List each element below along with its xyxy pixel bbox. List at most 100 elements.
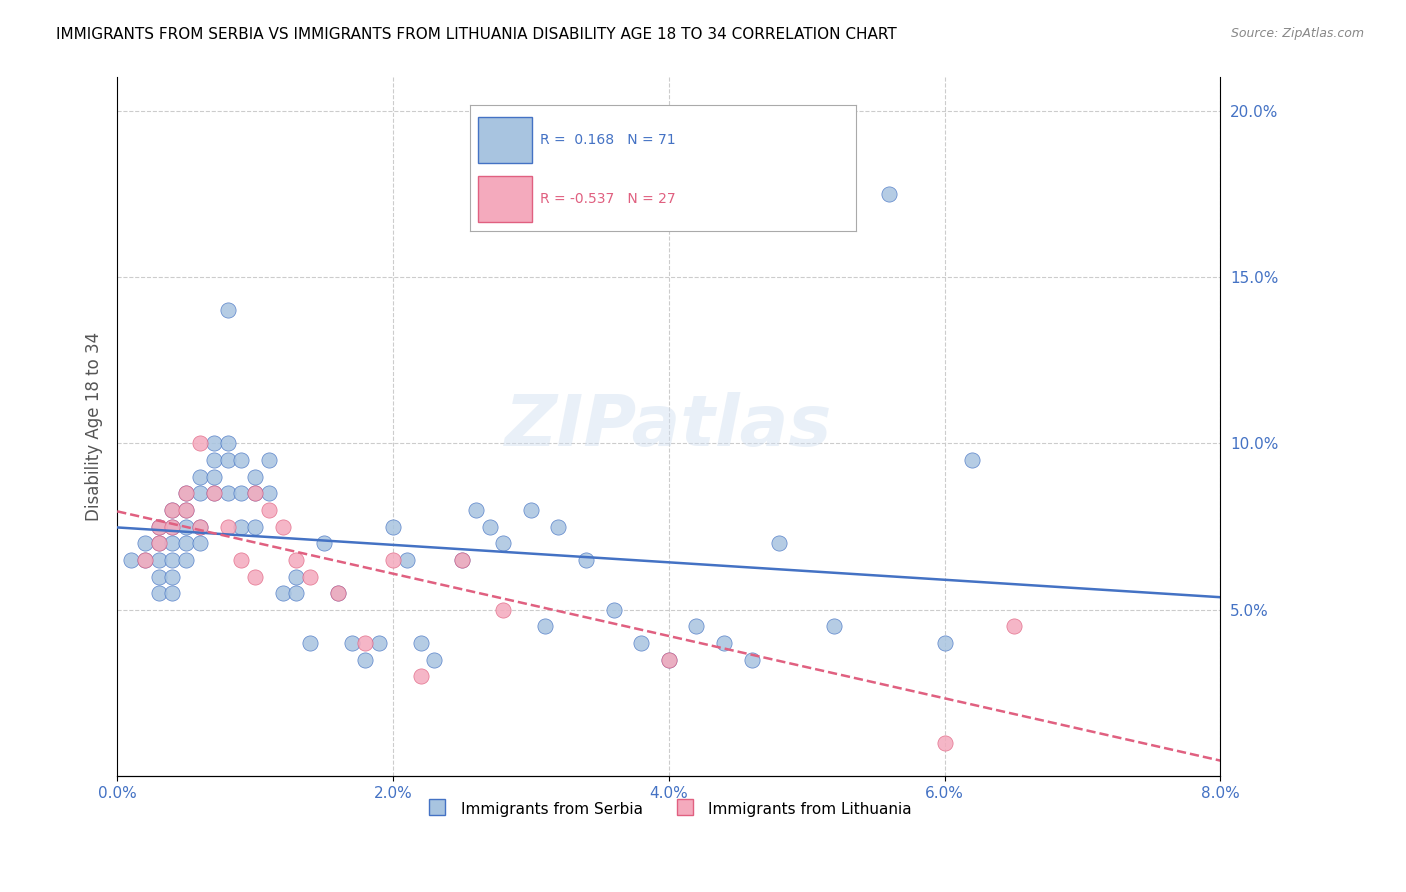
Point <box>174 486 197 500</box>
Point <box>960 453 983 467</box>
Point <box>575 553 598 567</box>
Point <box>299 569 322 583</box>
Point <box>174 486 197 500</box>
Point <box>162 519 184 533</box>
Point <box>174 503 197 517</box>
Point <box>492 603 515 617</box>
Point <box>368 636 391 650</box>
Point <box>217 486 239 500</box>
Point <box>243 519 266 533</box>
Point <box>741 653 763 667</box>
Point <box>768 536 790 550</box>
Point <box>174 519 197 533</box>
Text: Source: ZipAtlas.com: Source: ZipAtlas.com <box>1230 27 1364 40</box>
Point <box>120 553 142 567</box>
Point <box>148 553 170 567</box>
Point <box>630 636 652 650</box>
Point <box>243 569 266 583</box>
Point <box>217 436 239 450</box>
Point <box>188 536 211 550</box>
Point <box>382 519 405 533</box>
Point <box>188 519 211 533</box>
Point <box>382 553 405 567</box>
Point <box>492 536 515 550</box>
Point <box>202 436 225 450</box>
Point <box>409 636 432 650</box>
Point <box>934 736 956 750</box>
Point <box>326 586 349 600</box>
Point <box>148 519 170 533</box>
Point <box>257 503 280 517</box>
Point <box>231 453 253 467</box>
Point <box>312 536 335 550</box>
Point <box>520 503 543 517</box>
Point <box>658 653 681 667</box>
Point <box>162 503 184 517</box>
Point <box>202 453 225 467</box>
Point <box>451 553 474 567</box>
Point <box>134 553 156 567</box>
Point <box>243 486 266 500</box>
Point <box>547 519 569 533</box>
Point <box>423 653 446 667</box>
Point <box>217 453 239 467</box>
Point <box>148 519 170 533</box>
Point <box>354 653 377 667</box>
Point <box>188 436 211 450</box>
Point <box>162 519 184 533</box>
Point <box>464 503 486 517</box>
Point <box>451 553 474 567</box>
Point <box>162 503 184 517</box>
Point <box>478 519 501 533</box>
Y-axis label: Disability Age 18 to 34: Disability Age 18 to 34 <box>86 332 103 521</box>
Point <box>326 586 349 600</box>
Point <box>409 669 432 683</box>
Point <box>395 553 418 567</box>
Point <box>148 586 170 600</box>
Point <box>174 536 197 550</box>
Point <box>148 536 170 550</box>
Point <box>162 569 184 583</box>
Point <box>271 586 294 600</box>
Point <box>257 453 280 467</box>
Point <box>174 553 197 567</box>
Point <box>202 486 225 500</box>
Point <box>231 553 253 567</box>
Point <box>257 486 280 500</box>
Point <box>285 553 308 567</box>
Point <box>285 586 308 600</box>
Point <box>713 636 735 650</box>
Point <box>188 486 211 500</box>
Point <box>285 569 308 583</box>
Point <box>243 469 266 483</box>
Point <box>823 619 845 633</box>
Point <box>148 569 170 583</box>
Point <box>148 536 170 550</box>
Point <box>1002 619 1025 633</box>
Point <box>174 503 197 517</box>
Point <box>658 653 681 667</box>
Point <box>354 636 377 650</box>
Legend: Immigrants from Serbia, Immigrants from Lithuania: Immigrants from Serbia, Immigrants from … <box>419 794 918 824</box>
Point <box>271 519 294 533</box>
Point <box>934 636 956 650</box>
Point <box>533 619 555 633</box>
Point <box>879 186 901 201</box>
Point <box>243 486 266 500</box>
Point <box>202 486 225 500</box>
Point <box>162 536 184 550</box>
Point <box>188 519 211 533</box>
Point <box>340 636 363 650</box>
Point <box>299 636 322 650</box>
Point <box>162 553 184 567</box>
Point <box>231 486 253 500</box>
Point <box>231 519 253 533</box>
Point <box>217 519 239 533</box>
Text: ZIPatlas: ZIPatlas <box>505 392 832 461</box>
Point <box>217 303 239 318</box>
Point <box>134 536 156 550</box>
Point <box>188 469 211 483</box>
Point <box>602 603 624 617</box>
Point <box>202 469 225 483</box>
Point <box>685 619 707 633</box>
